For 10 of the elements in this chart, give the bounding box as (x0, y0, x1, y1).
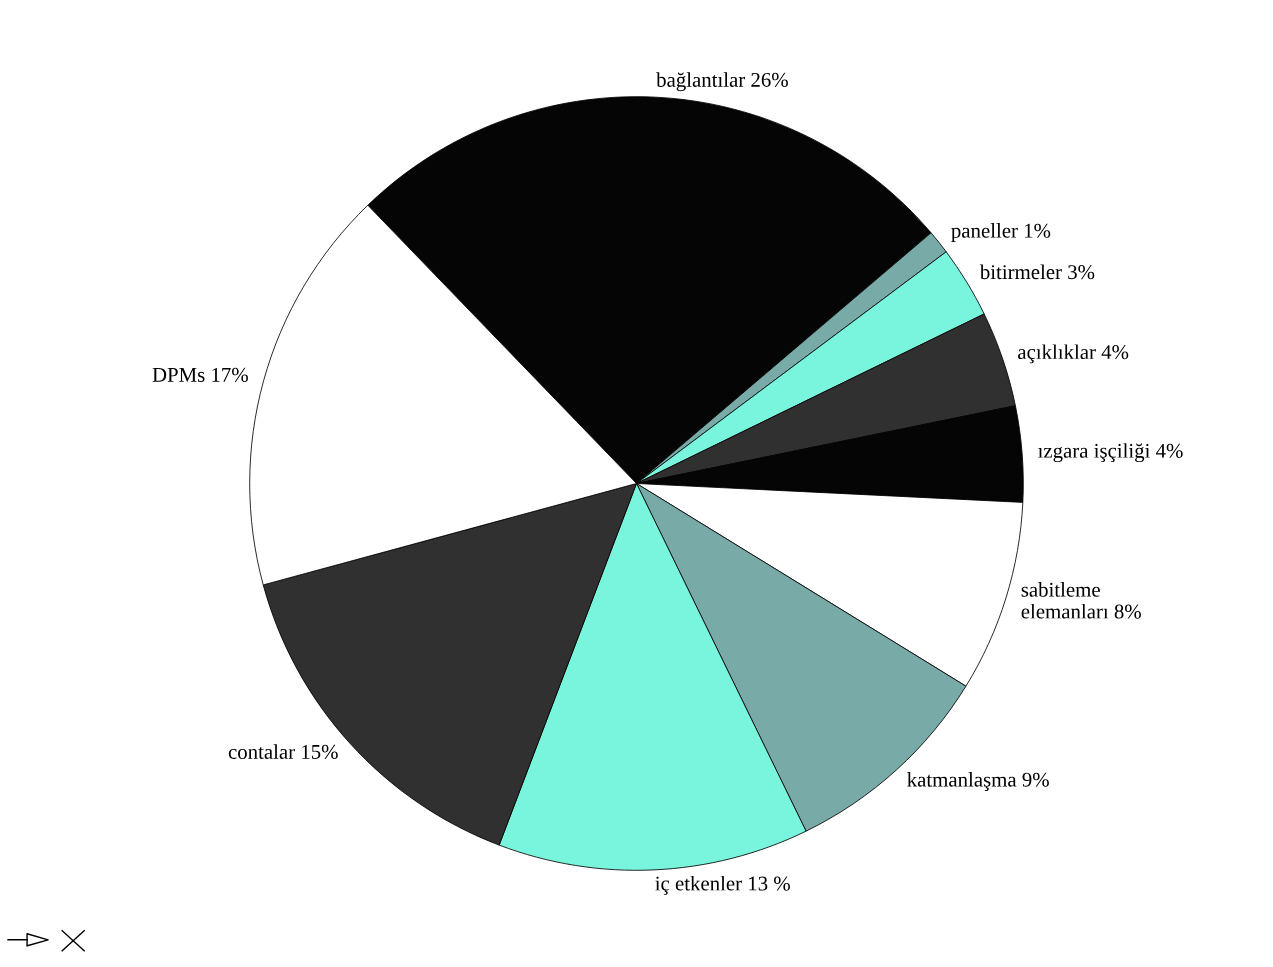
slice-label: ızgara işçiliği 4% (1038, 443, 1183, 463)
slice-label: bitirmeler 3% (979, 264, 1095, 280)
slice-label: bağlantılar 26% (656, 72, 788, 92)
slice-label: sabitleme elemanları 8% (1021, 582, 1141, 619)
slice-label: paneller 1% (951, 223, 1051, 242)
slice-label: katmanlaşma 9% (907, 772, 1049, 791)
slice-label: iç etkenler 13 % (655, 875, 790, 895)
slice-label: açıklıklar 4% (1018, 344, 1129, 364)
slice-label: contalar 15% (228, 744, 338, 759)
slice-label: DPMs 17% (152, 367, 248, 382)
